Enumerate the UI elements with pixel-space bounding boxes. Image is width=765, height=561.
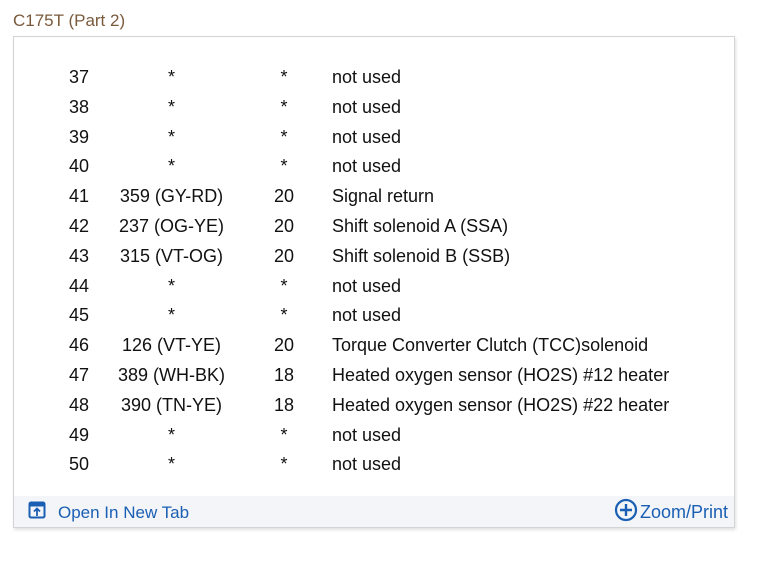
wire-circuit: *: [167, 454, 175, 475]
table-row: 50 * * not used: [14, 452, 734, 482]
pin-number: 48: [68, 394, 90, 415]
pin-number: 43: [68, 245, 90, 266]
wire-gauge: 18: [273, 394, 295, 415]
wire-gauge: *: [280, 424, 288, 445]
wire-gauge: 20: [273, 215, 295, 236]
circuit-function: not used: [332, 96, 402, 117]
circuit-function: Signal return: [332, 186, 435, 207]
page-title: C175T (Part 2): [13, 11, 126, 30]
open-in-new-tab-label: Open In New Tab: [58, 502, 190, 522]
pin-number: 44: [68, 275, 90, 296]
wire-gauge: *: [280, 67, 288, 87]
pinout-panel: 37 * * not used 38 * * not used 39 * * not used 40 * *…: [13, 36, 735, 528]
table-row: 39 * * not used: [14, 125, 734, 155]
panel-footer: Open In New Tab Zoom/Print: [14, 496, 734, 527]
wire-gauge: *: [280, 454, 288, 475]
wire-circuit: 126 (VT-YE): [121, 335, 222, 356]
wire-gauge: 20: [273, 335, 295, 356]
table-row: 48 390 (TN-YE) 18 Heated oxygen sensor (HO2…: [14, 393, 734, 423]
wire-circuit: *: [167, 126, 175, 147]
pin-number: 41: [68, 186, 90, 207]
table-row: 41 359 (GY-RD) 20 Signal return: [14, 184, 734, 214]
table-row: 49 * * not used: [14, 423, 734, 453]
open-in-new-tab-button[interactable]: Open In New Tab: [28, 501, 189, 524]
table-row: 45 * * not used: [14, 303, 734, 333]
wire-gauge: *: [280, 305, 288, 326]
table-row: 43 315 (VT-OG) 20 Shift solenoid B (SSB): [14, 244, 734, 274]
wire-circuit: *: [167, 424, 175, 445]
pin-number: 50: [68, 454, 90, 475]
wire-circuit: 359 (GY-RD): [119, 186, 224, 207]
circuit-function: not used: [332, 126, 402, 147]
wire-circuit: 315 (VT-OG): [119, 245, 224, 266]
circuit-function: not used: [332, 275, 402, 296]
circuit-function: not used: [332, 454, 402, 475]
wire-circuit: *: [167, 305, 175, 326]
wire-circuit: 390 (TN-YE): [120, 394, 223, 415]
wire-circuit: 389 (WH-BK): [117, 364, 225, 385]
circuit-function: Heated oxygen sensor (HO2S) #22 heater: [332, 394, 670, 415]
table-row: 44 * * not used: [14, 274, 734, 304]
wire-gauge: 18: [273, 364, 295, 385]
circuit-function: Shift solenoid B (SSB): [332, 245, 511, 266]
pin-number: 40: [68, 156, 90, 177]
pin-number: 39: [68, 126, 90, 147]
wire-gauge: *: [280, 96, 288, 117]
plus-circle-icon: [614, 498, 638, 527]
circuit-function: not used: [332, 67, 402, 87]
zoom-print-button[interactable]: Zoom/Print: [614, 498, 728, 527]
table-row: 37 * * not used: [14, 65, 734, 95]
circuit-function: not used: [332, 424, 402, 445]
wire-gauge: *: [280, 156, 288, 177]
pin-number: 47: [68, 364, 90, 385]
pin-number: 42: [68, 215, 90, 236]
circuit-function: Heated oxygen sensor (HO2S) #12 heater: [332, 364, 670, 385]
wire-gauge: *: [280, 126, 288, 147]
pin-number: 37: [68, 67, 90, 87]
open-new-tab-icon: [28, 501, 46, 524]
zoom-print-label: Zoom/Print: [639, 502, 728, 522]
wire-circuit: *: [167, 275, 175, 296]
table-row: 46 126 (VT-YE) 20 Torque Converter Clutch (…: [14, 333, 734, 363]
pin-number: 45: [68, 305, 90, 326]
circuit-function: Shift solenoid A (SSA): [332, 215, 509, 236]
circuit-function: Torque Converter Clutch (TCC)solenoid: [332, 335, 649, 356]
pin-number: 49: [68, 424, 90, 445]
wire-gauge: 20: [273, 186, 295, 207]
table-row: 42 237 (OG-YE) 20 Shift solenoid A (SSA): [14, 214, 734, 244]
wire-circuit: *: [167, 156, 175, 177]
wire-gauge: 20: [273, 245, 295, 266]
circuit-function: not used: [332, 156, 402, 177]
wire-circuit: 237 (OG-YE): [118, 215, 225, 236]
table-row: 38 * * not used: [14, 95, 734, 125]
pin-number: 46: [68, 335, 90, 356]
pin-number: 38: [68, 96, 90, 117]
table-row: 47 389 (WH-BK) 18 Heated oxygen sensor (HO2…: [14, 363, 734, 393]
wire-circuit: *: [167, 96, 175, 117]
wire-gauge: *: [280, 275, 288, 296]
wire-circuit: *: [167, 67, 175, 87]
pinout-table: 37 * * not used 38 * * not used 39 * * not used 40 * *…: [14, 65, 734, 482]
circuit-function: not used: [332, 305, 402, 326]
table-row: 40 * * not used: [14, 154, 734, 184]
